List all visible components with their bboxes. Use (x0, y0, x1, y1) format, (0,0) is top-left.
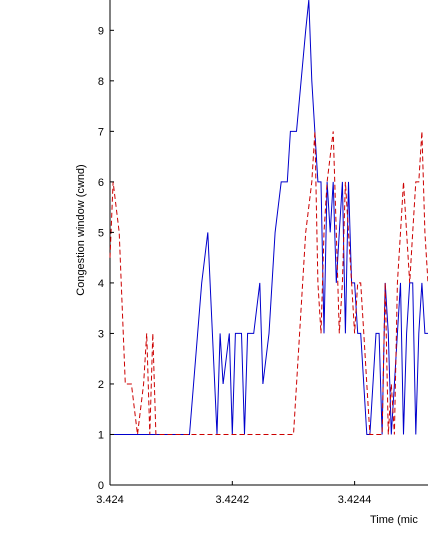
series-layer (109, 0, 428, 435)
y-tick-label: 4 (98, 278, 104, 290)
x-tick-label: 3.424 (96, 494, 124, 506)
y-tick-label: 2 (98, 379, 104, 391)
y-tick-label: 0 (98, 480, 104, 492)
series-line-blue (110, 0, 428, 435)
y-tick-label: 7 (98, 126, 104, 138)
y-tick-label: 8 (98, 76, 104, 88)
x-tick-label: 3.4244 (338, 494, 372, 506)
axes-frame (109, 0, 428, 486)
y-tick-label: 3 (98, 328, 104, 340)
series-line-red (109, 131, 428, 435)
y-tick-label: 5 (98, 227, 104, 239)
y-tick-label: 9 (98, 25, 104, 37)
x-tick-label: 3.4242 (215, 494, 249, 506)
y-axis-label: Congestion window (cwnd) (75, 164, 87, 295)
y-tick-label: 6 (98, 177, 104, 189)
x-axis-label: Time (mic (370, 514, 418, 526)
y-tick-label: 1 (98, 429, 104, 441)
